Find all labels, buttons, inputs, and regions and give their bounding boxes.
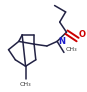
Text: CH₃: CH₃ — [20, 82, 31, 87]
Text: O: O — [79, 30, 86, 39]
Text: N: N — [58, 37, 65, 46]
Text: CH₃: CH₃ — [66, 47, 77, 52]
